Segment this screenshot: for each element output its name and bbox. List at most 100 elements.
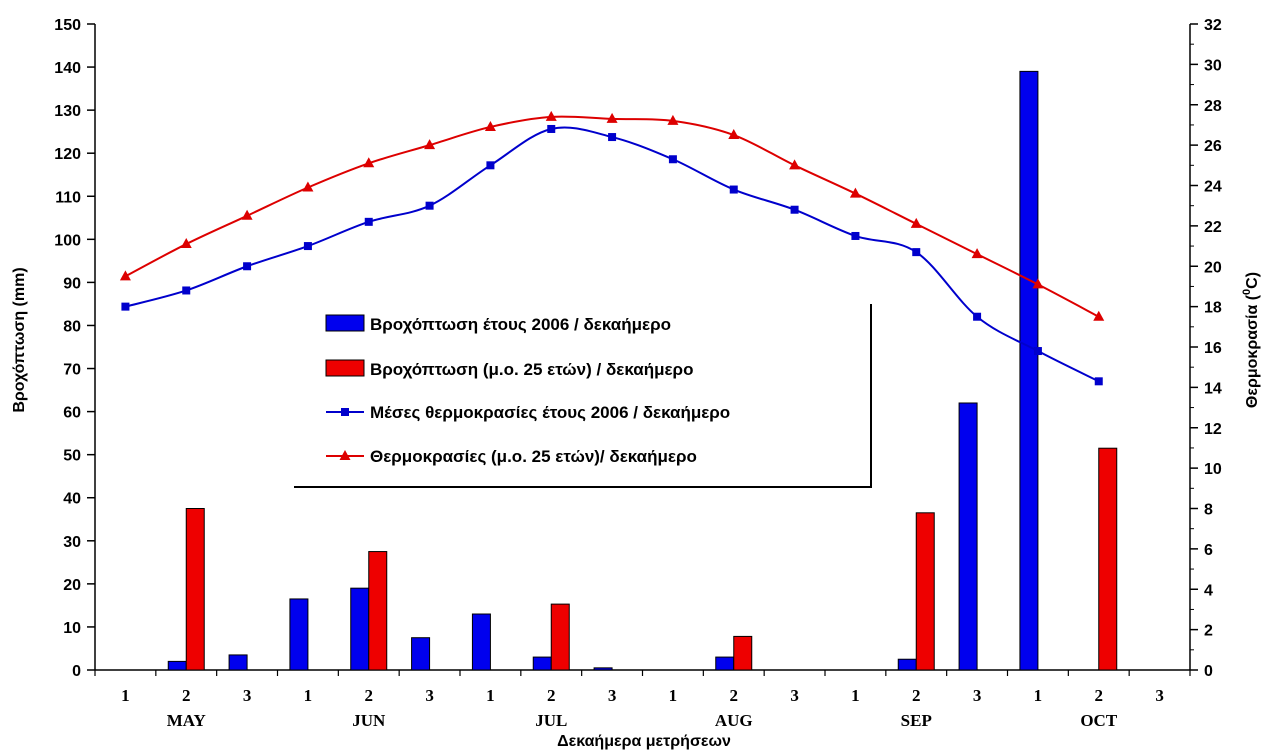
marker-temp-25yr-avg [302,181,314,192]
bar-rainfall-25yr-avg [550,603,570,671]
month-label: JUL [535,711,567,730]
x-tick-label: 2 [182,686,191,705]
bar-rainfall-2006 [289,598,309,671]
marker-temp-25yr-avg [1032,278,1044,289]
y-left-tick-label: 90 [63,275,81,292]
y-right-tick-label: 20 [1204,259,1222,276]
y-axis-left-title: Βροχόπτωση (mm) [11,267,28,412]
x-tick-label: 3 [973,686,982,705]
legend: Βροχόπτωση έτους 2006 / δεκαήμερο Βροχόπτ… [294,304,872,488]
y-right-tick-label: 26 [1204,138,1222,155]
month-label: JUN [352,711,386,730]
y-right-tick-label: 28 [1204,98,1222,115]
marker-temp-2006 [790,205,799,214]
y-left-tick-label: 150 [54,17,81,34]
marker-temp-2006 [668,155,677,164]
marker-temp-25yr-avg [241,209,253,220]
marker-temp-25yr-avg [667,114,679,125]
bar-rainfall-2006 [350,587,370,671]
marker-temp-2006 [851,231,860,240]
y-left-tick-label: 30 [63,534,81,551]
legend-label: Βροχόπτωση (μ.ο. 25 ετών) / δεκαήμερο [370,360,693,379]
y-right-tick-label: 4 [1204,582,1213,599]
bar-rainfall-25yr-avg [1098,447,1118,671]
marker-temp-2006 [303,242,312,251]
marker-temp-2006 [364,217,373,226]
x-tick-label: 1 [486,686,495,705]
y-left-tick-label: 100 [54,232,81,249]
y-axis-right-title-sup: 0 [1241,289,1253,295]
y-left-tick-label: 0 [72,663,81,680]
y-left-tick-label: 140 [54,60,81,77]
bar-rainfall-2006 [1019,70,1039,671]
marker-temp-2006 [729,185,738,194]
y-axis-right-title-prefix: Θερμοκρασία ( [1244,294,1261,408]
marker-temp-2006 [182,286,191,295]
x-tick-label: 1 [669,686,678,705]
legend-swatch-marker [339,450,351,460]
y-right-tick-label: 16 [1204,340,1222,357]
bar-rainfall-2006 [167,660,187,671]
legend-label: Μέσες θερμοκρασίες έτους 2006 / δεκαήμερ… [370,403,730,422]
marker-temp-25yr-avg [424,139,436,150]
marker-temp-25yr-avg [180,238,192,249]
bar-rainfall-2006 [228,654,248,671]
y-left-tick-label: 10 [63,620,81,637]
marker-temp-25yr-avg [789,159,801,170]
y-right-tick-label: 30 [1204,57,1222,74]
y-left-tick-label: 110 [55,189,81,206]
x-tick-label: 1 [121,686,130,705]
marker-temp-25yr-avg [910,217,922,228]
x-axis-title: Δεκαήμερα μετρήσεων [557,733,731,750]
marker-temp-25yr-avg [606,112,618,123]
x-tick-label: 3 [790,686,799,705]
marker-temp-25yr-avg [971,248,983,259]
y-left-tick-label: 80 [63,318,81,335]
x-tick-label: 3 [608,686,617,705]
month-label: AUG [715,711,753,730]
month-label: SEP [901,711,932,730]
x-tick-label: 3 [243,686,252,705]
bar-rainfall-25yr-avg [915,512,935,671]
marker-temp-25yr-avg [1093,310,1105,321]
month-label: MAY [167,711,206,730]
x-tick-label: 2 [365,686,374,705]
y-left-tick-label: 40 [63,491,81,508]
y-left-tick-label: 120 [54,146,81,163]
x-tick-label: 2 [1095,686,1104,705]
bar-rainfall-2006 [897,658,917,671]
x-tick-label: 1 [304,686,313,705]
ticks-layer: 0102030405060708090100110120130140150024… [54,17,1222,730]
marker-temp-25yr-avg [119,270,131,281]
marker-temp-2006 [243,262,252,271]
bar-rainfall-25yr-avg [185,508,205,671]
legend-swatch-marker [341,408,349,416]
bar-rainfall-25yr-avg [368,551,388,671]
y-right-tick-label: 8 [1204,502,1213,519]
x-tick-label: 1 [851,686,860,705]
bar-rainfall-2006 [471,613,491,671]
marker-temp-25yr-avg [363,157,375,168]
y-axis-right-title-suffix: C) [1244,272,1261,289]
x-tick-label: 2 [912,686,921,705]
marker-temp-2006 [425,201,434,210]
y-right-tick-label: 32 [1204,17,1222,34]
y-left-tick-label: 60 [63,405,81,422]
y-right-tick-label: 24 [1204,179,1222,196]
marker-temp-2006 [912,248,921,257]
bar-rainfall-2006 [958,402,978,671]
y-axis-right-title: Θερμοκρασία (0C) [1241,272,1261,408]
y-right-tick-label: 18 [1204,300,1222,317]
bar-rainfall-2006 [532,656,552,671]
x-tick-label: 3 [425,686,434,705]
bar-rainfall-25yr-avg [733,635,753,671]
x-tick-label: 2 [730,686,739,705]
bar-rainfall-2006 [411,637,431,671]
y-right-tick-label: 14 [1204,380,1222,397]
x-tick-label: 2 [547,686,556,705]
y-right-tick-label: 22 [1204,219,1222,236]
marker-temp-2006 [121,302,130,311]
legend-label: Βροχόπτωση έτους 2006 / δεκαήμερο [370,315,671,334]
line-temp-2006 [125,126,1100,383]
y-right-tick-label: 2 [1204,623,1213,640]
